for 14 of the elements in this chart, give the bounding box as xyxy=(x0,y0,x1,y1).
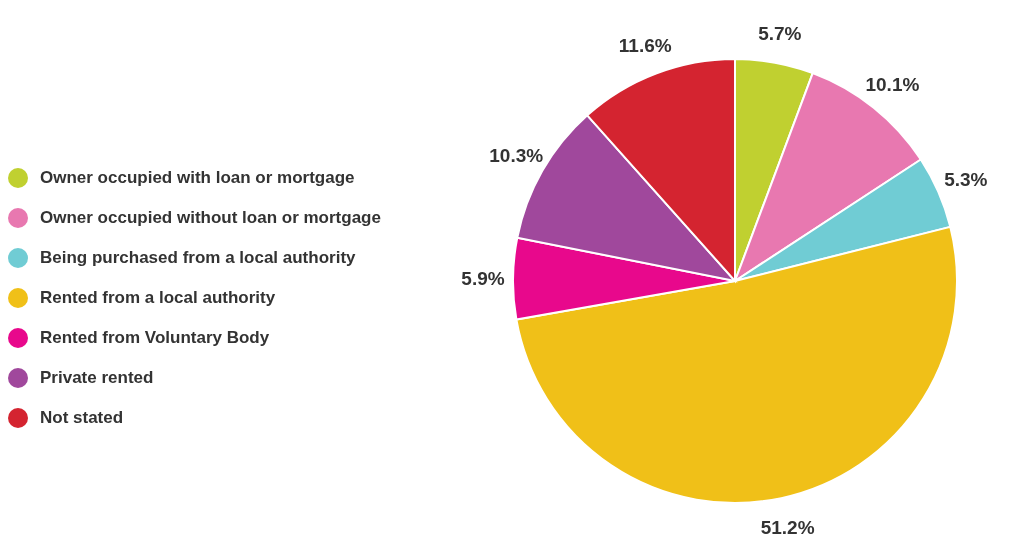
data-label: 10.3% xyxy=(489,145,544,167)
data-label: 5.7% xyxy=(758,22,802,44)
data-label: 11.6% xyxy=(618,35,672,57)
legend-label: Not stated xyxy=(40,408,124,428)
legend-label: Being purchased from a local authority xyxy=(40,248,356,268)
data-label: 5.3% xyxy=(944,169,988,191)
legend-label: Rented from Voluntary Body xyxy=(40,328,270,348)
data-label: 5.9% xyxy=(461,267,505,289)
legend-label: Rented from a local authority xyxy=(40,288,276,308)
legend-label: Private rented xyxy=(40,368,154,388)
legend-label: Owner occupied without loan or mortgage xyxy=(40,208,381,228)
legend-label: Owner occupied with loan or mortgage xyxy=(40,168,355,188)
data-label: 10.1% xyxy=(865,73,920,95)
data-label: 51.2% xyxy=(760,516,815,538)
